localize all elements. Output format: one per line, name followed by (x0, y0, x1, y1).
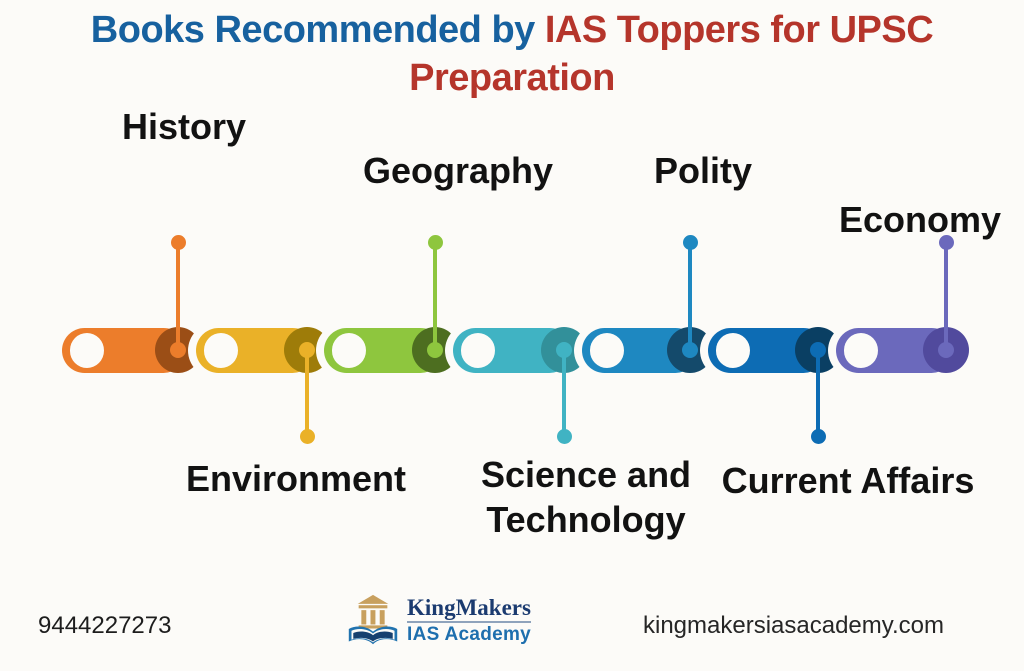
segment-economy-dot (939, 235, 954, 250)
logo-subtitle: IAS Academy (407, 623, 532, 645)
logo-text: KingMakers IAS Academy (407, 595, 532, 646)
segment-economy-connector (944, 242, 948, 350)
timeline-label-current-affairs: Current Affairs (721, 460, 975, 501)
segment-geography-cap-dot (427, 342, 443, 358)
timeline-label-environment: Environment (185, 458, 407, 499)
timeline-label-polity: Polity (653, 150, 753, 191)
segment-economy-crescent (844, 333, 878, 368)
page-title: Books Recommended by IAS Toppers for UPS… (0, 6, 1024, 102)
segment-history-dot (171, 235, 186, 250)
segment-science-technology-crescent (461, 333, 495, 368)
title-red-text: IAS Toppers for UPSC (544, 9, 934, 51)
segment-current-affairs-dot (811, 429, 826, 444)
logo-name: KingMakers (407, 595, 532, 623)
segment-economy-cap-dot (938, 342, 954, 358)
timeline-label-geography: Geography (362, 150, 554, 191)
segment-geography-dot (428, 235, 443, 250)
segment-polity-dot (683, 235, 698, 250)
segment-history-crescent (70, 333, 104, 368)
segment-science-technology-dot (557, 429, 572, 444)
footer-logo: KingMakers IAS Academy (346, 594, 532, 646)
segment-history-cap-dot (170, 342, 186, 358)
segment-environment-dot (300, 429, 315, 444)
segment-geography-connector (433, 242, 437, 350)
timeline-label-history: History (121, 106, 247, 147)
footer-website: kingmakersiasacademy.com (643, 612, 944, 639)
segment-polity-crescent (590, 333, 624, 368)
segment-science-technology-connector (562, 350, 566, 436)
segment-geography-crescent (332, 333, 366, 368)
segment-history-connector (176, 242, 180, 350)
timeline-label-science-technology: Science and Technology (480, 454, 692, 540)
footer-phone: 9444227273 (38, 612, 172, 639)
segment-environment-connector (305, 350, 309, 436)
segment-current-affairs-connector (816, 350, 820, 436)
title-blue-text: Books Recommended by (90, 9, 536, 51)
segment-environment-crescent (204, 333, 238, 368)
title-line2-text: Preparation (409, 57, 615, 99)
timeline-label-economy: Economy (838, 199, 1002, 240)
segment-current-affairs-crescent (716, 333, 750, 368)
kingmakers-logo-icon (348, 594, 398, 645)
segment-polity-cap-dot (682, 342, 698, 358)
segment-polity-connector (688, 242, 692, 350)
